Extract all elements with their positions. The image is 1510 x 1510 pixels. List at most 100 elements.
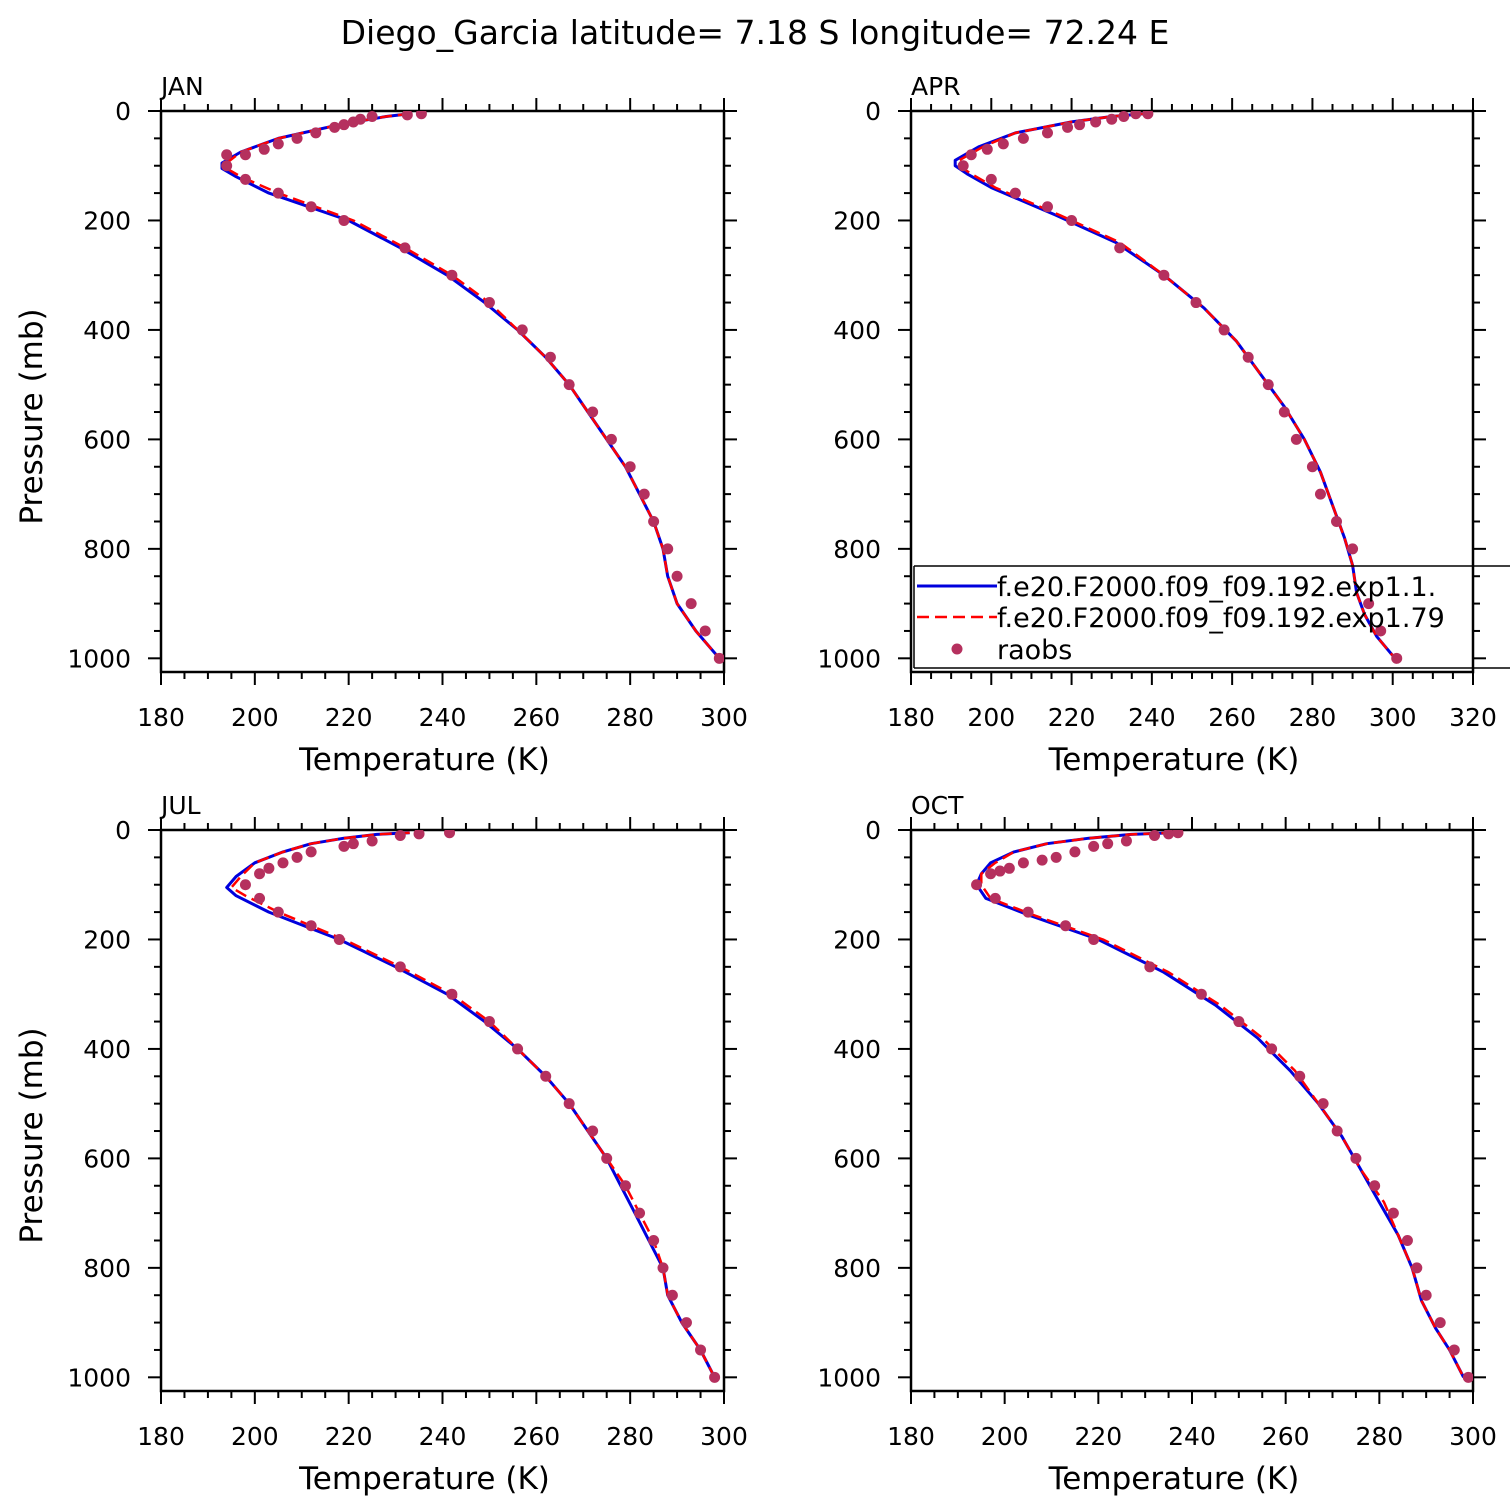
data-area — [953, 111, 1403, 664]
raobs-point — [1391, 652, 1403, 664]
y-tick-label: 0 — [865, 816, 881, 845]
panel-label: OCT — [911, 791, 964, 820]
raobs-point — [254, 892, 266, 904]
raobs-point — [1387, 1207, 1399, 1219]
raobs-point — [638, 488, 650, 500]
x-tick-label: 260 — [512, 1422, 560, 1451]
exp1-line — [975, 831, 1465, 1378]
raobs-point — [634, 1207, 646, 1219]
x-tick-label: 240 — [419, 703, 467, 732]
x-tick-label: 260 — [512, 703, 560, 732]
x-tick-label: 180 — [137, 1422, 185, 1451]
raobs-point — [310, 127, 322, 139]
exp2-line — [980, 831, 1465, 1378]
raobs-point — [263, 862, 275, 874]
raobs-point — [444, 830, 456, 839]
x-axis-label: Temperature (K) — [298, 742, 550, 778]
raobs-point — [221, 149, 233, 161]
x-tick-label: 260 — [1208, 703, 1256, 732]
raobs-point — [329, 121, 341, 133]
raobs-point — [239, 173, 251, 185]
x-tick-label: 180 — [887, 703, 935, 732]
x-tick-label: 300 — [1369, 703, 1417, 732]
legend: f.e20.F2000.f09_f09.192.exp1.1.f.e20.F20… — [913, 565, 1510, 669]
plot-frame — [909, 828, 1475, 1393]
x-tick-label: 260 — [1262, 1422, 1310, 1451]
raobs-point — [1290, 433, 1302, 445]
raobs-point — [1242, 351, 1254, 363]
y-tick-label: 1000 — [67, 644, 131, 673]
raobs-point — [1074, 119, 1086, 131]
raobs-point — [666, 1289, 678, 1301]
y-tick-label: 1000 — [817, 644, 881, 673]
raobs-point — [413, 830, 425, 840]
raobs-point — [587, 1125, 599, 1137]
raobs-point — [1102, 838, 1114, 850]
raobs-point — [221, 160, 233, 172]
raobs-point — [563, 379, 575, 391]
x-tick-label: 200 — [967, 703, 1015, 732]
x-tick-label: 220 — [1074, 1422, 1122, 1451]
raobs-point — [272, 187, 284, 199]
panel-label: JUL — [159, 791, 201, 820]
panel-jul: JUL 180 200 220 240 260 280 300 0 200 400 600 800 100… — [14, 791, 748, 1497]
raobs-point — [1363, 598, 1375, 610]
raobs-point — [605, 433, 617, 445]
raobs-point — [1411, 1262, 1423, 1274]
raobs-point — [1022, 906, 1034, 918]
x-tick-label: 300 — [700, 703, 748, 732]
panel-label: JAN — [159, 72, 204, 101]
raobs-point — [1331, 1125, 1343, 1137]
raobs-point — [662, 543, 674, 555]
raobs-point — [277, 857, 289, 869]
data-area — [220, 111, 724, 664]
data-area — [225, 830, 721, 1383]
raobs-point — [291, 851, 303, 863]
raobs-point — [1462, 1371, 1473, 1383]
raobs-point — [483, 297, 495, 309]
raobs-point — [1314, 488, 1326, 500]
raobs-point — [1158, 269, 1170, 281]
panels: JAN 180 200 220 240 260 280 300 0 200 400 600 800 100… — [14, 72, 1510, 1497]
raobs-point — [1144, 961, 1156, 973]
y-tick-label: 800 — [833, 535, 881, 564]
raobs-point — [1142, 111, 1154, 120]
raobs-point — [1369, 1180, 1381, 1192]
raobs-point — [305, 920, 317, 932]
raobs-point — [997, 138, 1009, 150]
raobs-point — [394, 830, 406, 841]
raobs-point — [272, 906, 284, 918]
raobs-point — [619, 1180, 631, 1192]
y-tick-label: 200 — [833, 206, 881, 235]
raobs-point — [239, 149, 251, 161]
raobs-point — [446, 988, 458, 1000]
y-tick-label: 600 — [83, 1144, 131, 1173]
raobs-point — [1114, 242, 1126, 254]
raobs-point — [401, 111, 413, 121]
exp1-line — [220, 112, 721, 660]
raobs-point — [680, 1317, 692, 1329]
raobs-point — [1163, 830, 1175, 840]
panel-jan: JAN 180 200 220 240 260 280 300 0 200 400 600 800 100… — [14, 72, 748, 778]
x-tick-label: 280 — [1289, 703, 1337, 732]
raobs-point — [563, 1098, 575, 1110]
exp1-line — [225, 831, 716, 1378]
raobs-point — [1050, 851, 1062, 863]
raobs-point — [446, 269, 458, 281]
raobs-point — [1009, 187, 1021, 199]
y-tick-label: 600 — [83, 425, 131, 454]
raobs-point — [1017, 857, 1029, 869]
raobs-point — [685, 598, 697, 610]
raobs-point — [1088, 840, 1100, 852]
raobs-point — [338, 214, 350, 226]
raobs-point — [1195, 988, 1207, 1000]
x-tick-label: 280 — [606, 1422, 654, 1451]
x-tick-label: 280 — [606, 703, 654, 732]
raobs-point — [1448, 1344, 1460, 1356]
raobs-point — [338, 119, 350, 131]
y-tick-label: 400 — [83, 1035, 131, 1064]
raobs-point — [1350, 1152, 1362, 1164]
raobs-point — [1294, 1070, 1306, 1082]
raobs-point — [1060, 920, 1072, 932]
raobs-point — [957, 160, 969, 172]
